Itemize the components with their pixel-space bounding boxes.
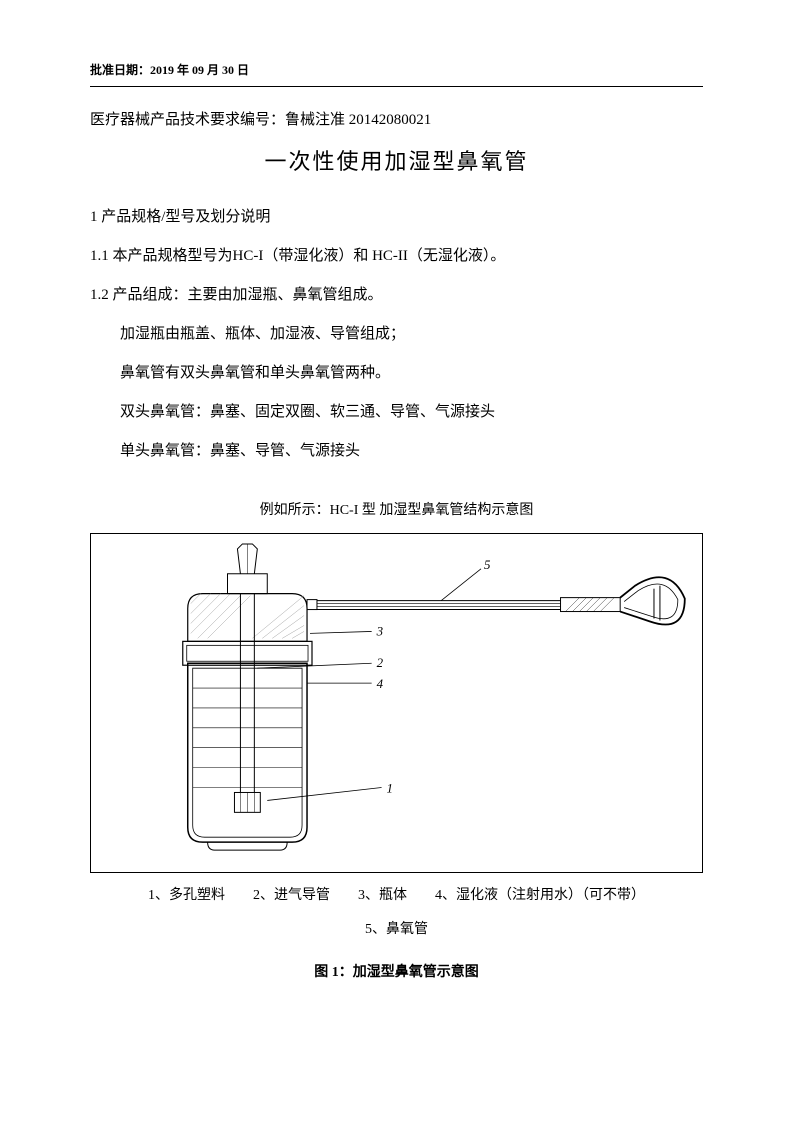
- diagram-caption: 例如所示：HC-I 型 加湿型鼻氧管结构示意图: [90, 498, 703, 523]
- diagram-label-5: 5: [484, 557, 491, 572]
- section-1-2a: 加湿瓶由瓶盖、瓶体、加湿液、导管组成；: [90, 318, 703, 351]
- section-1-2d: 单头鼻氧管：鼻塞、导管、气源接头: [90, 435, 703, 468]
- diagram-label-3: 3: [376, 624, 383, 639]
- section-1-1: 1.1 本产品规格型号为HC-I（带湿化液）和 HC-II（无湿化液）。: [90, 240, 703, 273]
- section-1: 1 产品规格/型号及划分说明: [90, 201, 703, 234]
- diagram-label-2: 2: [377, 656, 384, 671]
- section-1-2: 1.2 产品组成：主要由加湿瓶、鼻氧管组成。: [90, 279, 703, 312]
- figure-title: 图 1：加湿型鼻氧管示意图: [90, 960, 703, 985]
- approval-date-header: 批准日期：2019 年 09 月 30 日: [90, 60, 703, 87]
- section-1-2c: 双头鼻氧管：鼻塞、固定双圈、软三通、导管、气源接头: [90, 396, 703, 429]
- diagram-label-4: 4: [377, 676, 384, 691]
- device-diagram: 1 2 3 4 5: [91, 534, 702, 872]
- document-number: 医疗器械产品技术要求编号：鲁械注准 20142080021: [90, 107, 703, 134]
- main-title: 一次性使用加湿型鼻氧管: [90, 142, 703, 182]
- component-labels-line2: 5、鼻氧管: [90, 917, 703, 942]
- component-labels-line1: 1、多孔塑料 2、进气导管 3、瓶体 4、湿化液（注射用水）（可不带）: [90, 883, 703, 908]
- section-1-2b: 鼻氧管有双头鼻氧管和单头鼻氧管两种。: [90, 357, 703, 390]
- diagram-container: 1 2 3 4 5: [90, 533, 703, 873]
- diagram-label-1: 1: [387, 781, 393, 796]
